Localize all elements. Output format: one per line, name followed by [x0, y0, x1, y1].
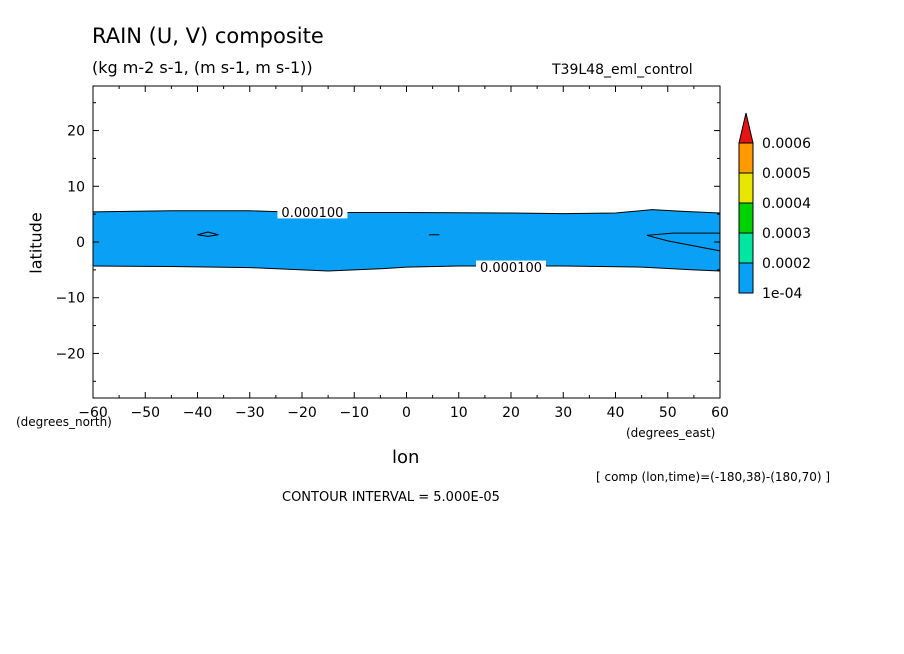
contour-label-south-bg [476, 260, 546, 274]
y-tick-label: 10 [67, 179, 85, 195]
run-name: T39L48_eml_control [552, 62, 693, 78]
x-tick-label: −50 [130, 405, 160, 421]
colorbar-label: 1e-04 [762, 286, 802, 302]
x-tick-label: −60 [78, 405, 108, 421]
colorbar-box [738, 232, 754, 264]
composite-range-note: [ comp (lon,time)=(-180,38)-(180,70) ] [596, 470, 831, 484]
contour-label-north: 0.000100 [281, 206, 343, 221]
x-axis-units: (degrees_east) [626, 426, 716, 440]
y-tick-label: −20 [55, 346, 85, 362]
x-tick-label: 20 [502, 405, 520, 421]
y-tick-label: −10 [55, 291, 85, 307]
chart-title: RAIN (U, V) composite [92, 24, 324, 48]
colorbar-label: 0.0006 [762, 136, 811, 152]
contour-feature-west [197, 231, 219, 237]
x-tick-label: −40 [183, 405, 213, 421]
y-tick-label: 20 [67, 124, 85, 140]
contour-line-north [92, 209, 721, 215]
x-tick-label: 30 [554, 405, 572, 421]
x-tick-label: 40 [607, 405, 625, 421]
x-tick-label: −10 [339, 405, 369, 421]
x-tick-label: 0 [402, 405, 411, 421]
colorbar-box [738, 172, 754, 204]
x-tick-label: 50 [659, 405, 677, 421]
x-tick-label: −30 [235, 405, 265, 421]
colorbar-box [738, 202, 754, 234]
contour-interval-note: CONTOUR INTERVAL = 5.000E-05 [282, 490, 500, 505]
contour-label-north-bg [277, 205, 348, 219]
colorbar-label: 0.0004 [762, 196, 811, 212]
x-axis-label: lon [392, 447, 420, 468]
colorbar-top-triangle [738, 112, 754, 144]
contour-feature-east [646, 232, 721, 252]
contour-line-south [92, 265, 721, 272]
chart-subtitle: (kg m-2 s-1, (m s-1, m s-1)) [92, 58, 313, 77]
y-axis-units: (degrees_north) [16, 415, 112, 429]
x-tick-label: −20 [287, 405, 317, 421]
colorbar-label: 0.0002 [762, 256, 811, 272]
y-tick-label: 0 [76, 235, 85, 251]
colorbar-label: 0.0003 [762, 226, 811, 242]
x-tick-label: 60 [711, 405, 729, 421]
colorbar-label: 0.0005 [762, 166, 811, 182]
colorbar-box [738, 262, 754, 294]
x-tick-label: 10 [450, 405, 468, 421]
rain-band-fill [93, 209, 720, 271]
contour-label-south: 0.000100 [480, 261, 542, 276]
colorbar-box [738, 142, 754, 174]
